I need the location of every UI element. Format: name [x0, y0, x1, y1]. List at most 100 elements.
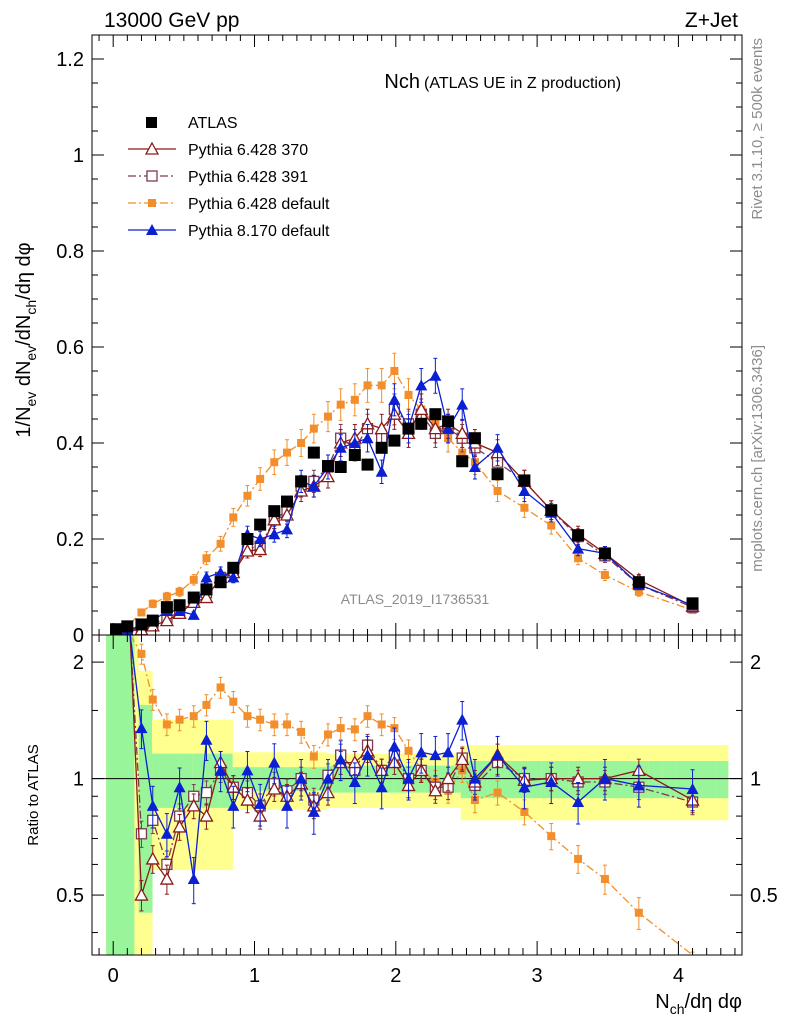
- point-atlas: [200, 583, 213, 596]
- ratio-point-pythia6-default: [189, 712, 198, 721]
- main-plot-area: [92, 35, 742, 635]
- ratio-point-pythia8-default: [572, 795, 585, 807]
- point-pythia6-370: [159, 613, 174, 627]
- ratio-band-1sigma: [152, 753, 166, 808]
- point-pythia8-default: [375, 465, 388, 477]
- ratio-axes: 0.5 0.5 1 1 2 2 0 1 2 3 4: [56, 635, 778, 987]
- point-atlas: [160, 601, 173, 614]
- main-panel: 0 0.2 0.4 0.6 0.8 1 1.2 Nch (ATLAS UE in Z pro…: [56, 34, 743, 647]
- legend-label-pythia6-391: Pythia 6.428 391: [188, 169, 308, 186]
- point-atlas: [442, 415, 455, 428]
- point-atlas: [388, 434, 401, 447]
- ratio-point-pythia8-default: [214, 764, 227, 776]
- point-pythia8-default: [572, 542, 585, 554]
- main-ytick-label: 0: [73, 625, 84, 647]
- point-pythia8-default: [200, 571, 213, 583]
- ratio-point-pythia6-370: [199, 808, 214, 822]
- ratio-point-pythia6-391: [200, 786, 213, 799]
- point-atlas: [361, 458, 374, 471]
- ratio-point-pythia6-370: [134, 887, 149, 901]
- point-atlas: [187, 591, 200, 604]
- ratio-frame: [91, 634, 743, 956]
- ratio-point-pythia6-default: [162, 720, 171, 729]
- legend-entry-pythia6-391: Pythia 6.428 391: [128, 169, 308, 186]
- main-ytick-label: 1: [73, 145, 84, 167]
- point-atlas: [491, 468, 504, 481]
- ratio-ytick-label: 1: [73, 769, 84, 791]
- ratio-point-pythia8-default: [402, 772, 415, 784]
- point-atlas: [686, 597, 699, 610]
- point-atlas: [632, 576, 645, 589]
- ratio-point-pythia8-default: [187, 873, 200, 885]
- point-pythia6-default: [175, 587, 184, 596]
- point-atlas: [135, 618, 148, 631]
- ratio-point-pythia8-default: [686, 782, 699, 794]
- point-pythia6-default: [390, 367, 399, 375]
- point-pythia6-default: [363, 381, 372, 390]
- ratio-point-pythia8-default: [632, 779, 645, 791]
- legend-label-pythia6-370: Pythia 6.428 370: [188, 142, 308, 159]
- legend-marker-pythia6-default: [148, 199, 156, 207]
- ratio-point-pythia8-default: [598, 772, 611, 784]
- point-atlas: [295, 475, 308, 488]
- point-pythia6-370: [455, 426, 470, 440]
- point-pythia6-default: [283, 448, 291, 457]
- point-pythia6-default: [297, 439, 306, 447]
- ratio-ytick-label: 0.5: [56, 885, 84, 907]
- ratio-band-1sigma: [608, 761, 623, 799]
- point-atlas: [415, 417, 428, 430]
- point-atlas: [268, 505, 281, 518]
- point-pythia8-default: [187, 608, 200, 620]
- point-pythia6-default: [336, 400, 345, 409]
- point-pythia6-default: [148, 599, 157, 608]
- point-pythia6-default: [162, 592, 171, 601]
- point-atlas: [598, 547, 611, 560]
- legend-entry-pythia6-370: Pythia 6.428 370: [128, 141, 308, 159]
- point-atlas: [227, 561, 240, 574]
- point-pythia6-370: [414, 402, 429, 416]
- main-ytick-label: 0.2: [56, 529, 84, 551]
- point-pythia6-default: [600, 571, 609, 579]
- ratio-point-pythia6-default: [229, 697, 238, 706]
- ratio-line-pythia8-default: [129, 634, 693, 880]
- point-pythia6-default: [229, 513, 238, 522]
- ratio-xtick-label: 3: [532, 965, 543, 987]
- ratio-point-pythia6-default: [404, 746, 413, 755]
- main-axes: 0 0.2 0.4 0.6 0.8 1 1.2: [56, 35, 742, 647]
- point-pythia6-370: [267, 512, 282, 526]
- ratio-point-pythia8-default: [173, 781, 186, 793]
- ratio-point-pythia8-default: [388, 740, 401, 752]
- point-atlas: [214, 576, 227, 589]
- ratio-point-pythia6-370: [159, 871, 174, 885]
- point-pythia8-default: [456, 398, 469, 410]
- ratio-line-pythia6-default: [129, 634, 693, 956]
- point-atlas: [254, 518, 267, 531]
- point-pythia6-default: [323, 412, 332, 421]
- point-atlas: [241, 533, 254, 545]
- ratio-point-pythia6-default: [175, 715, 184, 724]
- legend-marker-pythia8-default: [146, 224, 158, 235]
- ratio-band-1sigma: [662, 761, 677, 799]
- legend-marker-atlas: [146, 117, 157, 128]
- ratio-point-pythia8-default: [375, 781, 388, 793]
- legend-label-atlas: ATLAS: [188, 115, 238, 132]
- legend-entry-pythia8-default: Pythia 8.170 default: [128, 223, 330, 240]
- point-pythia8-default: [307, 480, 320, 492]
- point-pythia6-default: [216, 539, 225, 548]
- ratio-point-pythia6-391: [135, 828, 148, 840]
- ratio-point-pythia8-default: [415, 746, 428, 758]
- point-pythia6-370: [253, 542, 268, 556]
- ratio-ytick-label-right: 0.5: [750, 885, 778, 907]
- ratio-point-pythia6-default: [547, 832, 556, 841]
- point-pythia6-default: [634, 587, 643, 596]
- ratio-xtick-label: 4: [673, 965, 684, 987]
- ratio-point-pythia6-default: [148, 695, 157, 704]
- point-pythia6-default: [309, 424, 318, 433]
- ratio-band-1sigma: [106, 635, 135, 955]
- point-pythia6-default: [377, 381, 386, 390]
- ratio-point-pythia8-default: [442, 746, 455, 758]
- ratio-point-pythia6-default: [283, 720, 291, 729]
- ratio-ytick-label-right: 2: [750, 652, 761, 674]
- legend-label-pythia6-default: Pythia 6.428 default: [188, 196, 330, 213]
- point-pythia6-default: [137, 608, 146, 617]
